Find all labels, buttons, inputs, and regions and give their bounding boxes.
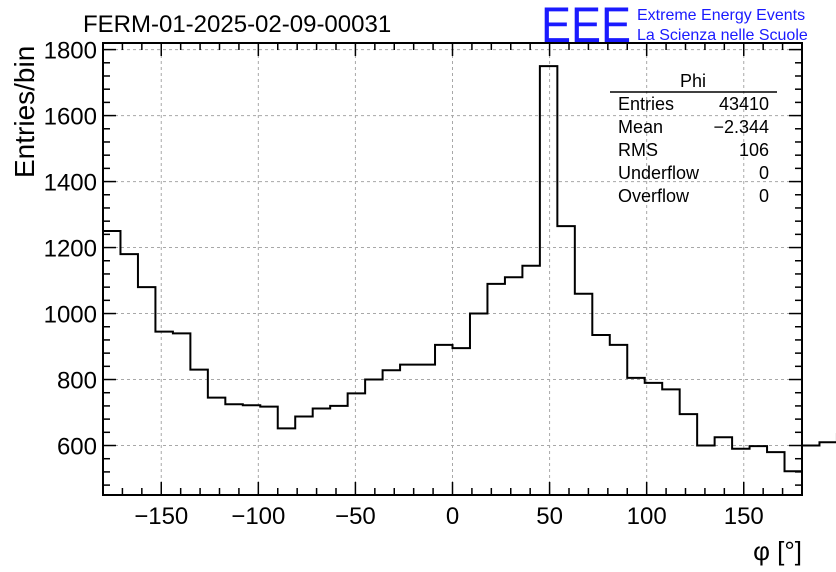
x-tick-label: −150 — [134, 503, 188, 530]
y-tick-label: 1600 — [44, 104, 97, 131]
logo-line-1: Extreme Energy Events — [637, 7, 805, 24]
x-tick-label: 150 — [724, 503, 764, 530]
stats-label-rms: RMS — [618, 140, 658, 160]
stats-value-underflow: 0 — [759, 163, 769, 183]
stats-value-overflow: 0 — [759, 186, 769, 206]
chart-title: FERM-01-2025-02-09-00031 — [83, 11, 391, 38]
eee-logo: EEE Extreme Energy Events La Scienza nel… — [541, 0, 808, 53]
y-tick-label: 1000 — [44, 302, 97, 329]
y-axis-label: Entries/bin — [9, 46, 40, 178]
stats-label-overflow: Overflow — [618, 186, 690, 206]
x-tick-label: −100 — [231, 503, 285, 530]
stats-label-entries: Entries — [618, 94, 674, 114]
histogram-series — [103, 65, 836, 473]
logo-line-2: La Scienza nelle Scuole — [637, 27, 808, 44]
stats-label-underflow: Underflow — [618, 163, 700, 183]
x-tick-label: 0 — [446, 503, 459, 530]
y-tick-label: 800 — [57, 368, 97, 395]
y-tick-label: 1200 — [44, 236, 97, 263]
y-tick-label: 600 — [57, 434, 97, 461]
x-axis-label: φ [°] — [753, 536, 802, 566]
x-tick-label: −50 — [335, 503, 376, 530]
stats-name: Phi — [680, 71, 706, 91]
axis-ticks: −150 −100 −50 0 50 100 150 600 800 1000 1200 1400 16… — [44, 38, 803, 530]
x-tick-label: 100 — [627, 503, 667, 530]
stats-value-rms: 106 — [739, 140, 769, 160]
stats-label-mean: Mean — [618, 117, 663, 137]
stats-value-entries: 43410 — [719, 94, 769, 114]
logo-mark: EEE — [541, 0, 631, 53]
stats-value-mean: −2.344 — [713, 117, 769, 137]
stats-box: Phi Entries 43410 Mean −2.344 RMS 106 Un… — [610, 71, 777, 206]
x-tick-label: 50 — [536, 503, 563, 530]
y-tick-label: 1400 — [44, 170, 97, 197]
y-tick-label: 1800 — [44, 38, 97, 65]
